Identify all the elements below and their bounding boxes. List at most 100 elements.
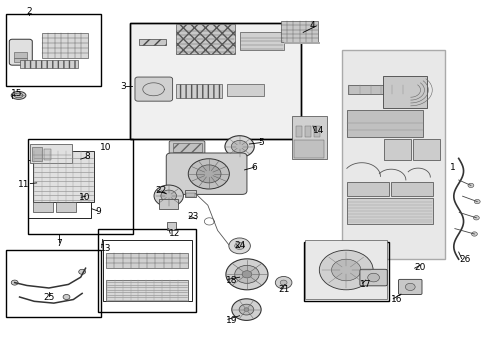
Circle shape bbox=[467, 183, 473, 188]
Bar bbox=[305, 126, 310, 137]
Bar bbox=[296, 126, 302, 137]
FancyBboxPatch shape bbox=[9, 39, 32, 65]
Text: 16: 16 bbox=[390, 295, 402, 304]
Circle shape bbox=[231, 299, 261, 320]
Bar bbox=[56, 202, 76, 212]
Bar bbox=[129, 23, 300, 139]
Circle shape bbox=[161, 190, 176, 202]
Bar bbox=[305, 240, 386, 299]
Text: 21: 21 bbox=[278, 285, 289, 294]
Bar bbox=[346, 110, 422, 137]
Text: 10: 10 bbox=[79, 194, 91, 202]
Bar bbox=[129, 23, 300, 139]
FancyBboxPatch shape bbox=[359, 269, 386, 286]
Bar bbox=[6, 14, 101, 86]
Circle shape bbox=[188, 159, 229, 189]
Bar bbox=[176, 84, 222, 98]
Text: 17: 17 bbox=[360, 280, 371, 289]
Bar bbox=[14, 58, 27, 62]
Bar bbox=[102, 240, 191, 301]
Bar bbox=[28, 160, 91, 218]
Text: 2: 2 bbox=[26, 7, 32, 16]
Bar bbox=[281, 21, 317, 42]
Circle shape bbox=[63, 294, 70, 300]
Text: 1: 1 bbox=[449, 163, 455, 172]
Text: 8: 8 bbox=[84, 152, 90, 161]
Circle shape bbox=[224, 136, 254, 157]
Text: 12: 12 bbox=[168, 230, 180, 239]
Circle shape bbox=[11, 280, 18, 285]
Circle shape bbox=[225, 259, 267, 290]
Bar bbox=[6, 250, 101, 317]
Text: 11: 11 bbox=[18, 180, 29, 189]
Bar bbox=[44, 149, 51, 160]
Circle shape bbox=[234, 242, 244, 249]
Bar bbox=[342, 50, 444, 259]
Text: 22: 22 bbox=[155, 186, 166, 194]
Bar bbox=[347, 85, 416, 94]
Bar bbox=[227, 84, 264, 96]
Circle shape bbox=[319, 250, 372, 290]
Bar bbox=[28, 139, 133, 234]
Text: 5: 5 bbox=[258, 138, 264, 147]
Bar bbox=[106, 280, 188, 301]
Bar bbox=[98, 229, 195, 312]
FancyBboxPatch shape bbox=[135, 77, 172, 101]
Text: 19: 19 bbox=[225, 316, 237, 325]
Circle shape bbox=[473, 199, 479, 204]
Circle shape bbox=[239, 304, 253, 315]
Circle shape bbox=[275, 276, 291, 289]
Bar bbox=[32, 147, 41, 161]
Bar bbox=[185, 193, 194, 197]
Bar bbox=[383, 139, 410, 160]
Bar bbox=[41, 33, 88, 58]
Circle shape bbox=[331, 259, 360, 281]
Text: 15: 15 bbox=[11, 89, 22, 98]
Bar bbox=[292, 116, 326, 159]
Bar bbox=[20, 60, 78, 68]
Text: 3: 3 bbox=[120, 82, 126, 91]
Text: 20: 20 bbox=[414, 263, 426, 271]
Bar bbox=[346, 198, 432, 224]
Bar bbox=[106, 253, 188, 268]
Circle shape bbox=[79, 269, 85, 274]
Text: 26: 26 bbox=[459, 255, 470, 264]
Text: 7: 7 bbox=[56, 239, 61, 248]
FancyBboxPatch shape bbox=[169, 141, 204, 154]
Bar bbox=[30, 144, 72, 163]
Text: 10: 10 bbox=[100, 143, 112, 152]
Bar bbox=[239, 32, 283, 50]
Bar bbox=[14, 52, 27, 58]
Bar bbox=[159, 199, 178, 209]
Bar bbox=[184, 190, 195, 197]
Text: 25: 25 bbox=[43, 292, 55, 302]
Circle shape bbox=[154, 185, 183, 207]
Bar bbox=[176, 24, 234, 54]
Bar bbox=[303, 242, 388, 301]
Bar bbox=[313, 126, 319, 137]
Circle shape bbox=[244, 308, 248, 311]
Text: 13: 13 bbox=[100, 244, 112, 253]
FancyBboxPatch shape bbox=[166, 153, 246, 194]
Ellipse shape bbox=[11, 91, 26, 99]
Text: 18: 18 bbox=[225, 276, 237, 284]
Bar bbox=[383, 76, 427, 108]
Bar bbox=[293, 140, 324, 158]
FancyBboxPatch shape bbox=[398, 279, 421, 294]
Text: 4: 4 bbox=[309, 21, 315, 30]
Text: 24: 24 bbox=[234, 241, 245, 250]
Circle shape bbox=[228, 238, 250, 254]
Circle shape bbox=[470, 232, 476, 236]
Text: 6: 6 bbox=[251, 163, 257, 172]
Circle shape bbox=[234, 265, 259, 283]
Bar bbox=[167, 222, 176, 230]
Bar bbox=[346, 182, 388, 196]
Circle shape bbox=[367, 273, 379, 282]
Text: 14: 14 bbox=[312, 126, 324, 135]
Bar bbox=[33, 202, 53, 212]
Circle shape bbox=[231, 140, 247, 153]
Bar bbox=[283, 42, 320, 44]
Ellipse shape bbox=[14, 93, 23, 98]
Circle shape bbox=[242, 271, 251, 278]
Circle shape bbox=[196, 165, 221, 183]
